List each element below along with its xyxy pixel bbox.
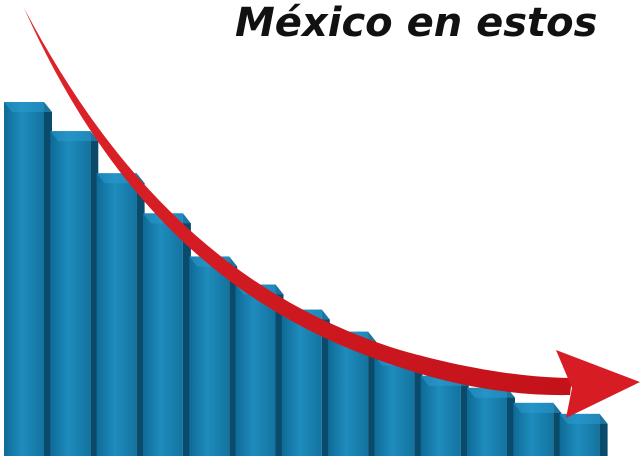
bar-side xyxy=(460,375,469,456)
bars xyxy=(4,102,608,457)
bar-top xyxy=(559,413,608,424)
bar xyxy=(4,102,44,457)
bar-top xyxy=(4,102,52,113)
bar-side xyxy=(368,331,377,456)
bar-side xyxy=(414,355,423,456)
trend-arrow xyxy=(24,8,640,418)
arrow-head xyxy=(556,350,640,418)
bar xyxy=(281,309,322,456)
bar-side xyxy=(275,284,284,456)
bar-top xyxy=(50,131,99,142)
bar-side xyxy=(553,402,562,456)
bar-side xyxy=(44,102,52,457)
bar-side xyxy=(229,256,238,456)
bar xyxy=(420,375,461,456)
bar-side xyxy=(507,387,515,456)
bar xyxy=(96,173,137,456)
bar xyxy=(50,131,91,456)
bar-side xyxy=(182,213,191,456)
bar xyxy=(189,256,230,456)
bar-top xyxy=(513,402,562,413)
bar xyxy=(467,387,507,456)
bar xyxy=(235,284,276,456)
chart-title: México en estos xyxy=(235,0,597,46)
bar xyxy=(142,213,183,456)
arrow-body xyxy=(24,8,572,396)
bar-side xyxy=(136,173,145,456)
bar-side xyxy=(321,309,330,456)
bar-side xyxy=(599,413,608,456)
bar xyxy=(374,355,415,456)
bar-side xyxy=(90,131,99,456)
